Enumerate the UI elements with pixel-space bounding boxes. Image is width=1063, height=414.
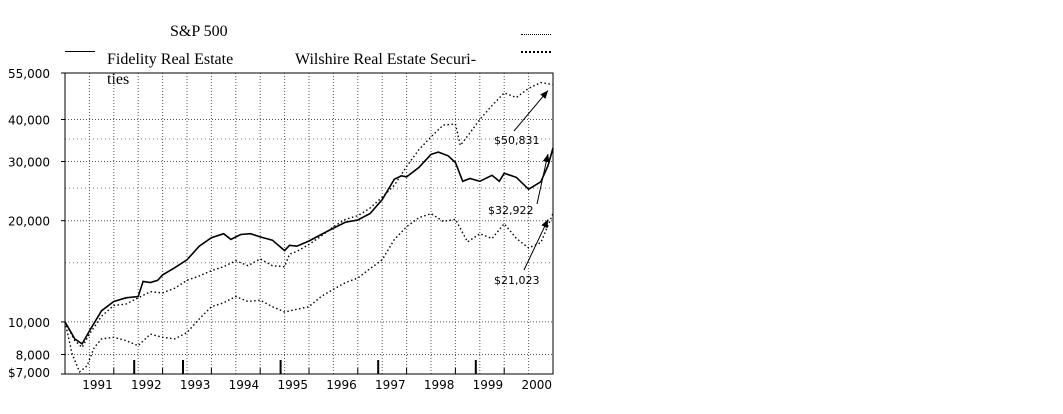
y-tick-label: $7,000 xyxy=(8,366,50,380)
annotation-arrowhead xyxy=(540,90,548,99)
x-tick-label: 1999 xyxy=(473,378,504,392)
legend-swatch-sp500 xyxy=(521,34,551,35)
annotation-arrowhead xyxy=(541,219,548,229)
x-tick-label: 1994 xyxy=(229,378,260,392)
annotation-arrow xyxy=(523,219,549,271)
x-tick-label: 2000 xyxy=(521,378,552,392)
series-line-fidelity xyxy=(64,147,554,346)
x-tick-label: 1993 xyxy=(180,378,211,392)
legend-swatch-wilshire xyxy=(521,51,551,53)
annotation-arrowhead xyxy=(542,153,550,163)
legend-label-fidelity: Fidelity Real Estate xyxy=(107,51,234,68)
x-tick-label: 1998 xyxy=(424,378,455,392)
annotation-label: $50,831 xyxy=(494,134,540,147)
y-tick-label: 8,000 xyxy=(16,349,50,363)
y-tick-label: 20,000 xyxy=(8,215,50,229)
annotation-label: $32,922 xyxy=(488,204,534,217)
legend-label-wilshire: Wilshire Real Estate Securi- xyxy=(295,51,477,68)
series-lines xyxy=(64,81,554,374)
y-tick-label: 10,000 xyxy=(8,316,50,330)
annotation-arrow xyxy=(536,153,549,205)
grid xyxy=(65,72,553,374)
annotations: $50,831 $32,922 $21,023 xyxy=(488,90,550,287)
annotation-arrow xyxy=(513,90,549,132)
legend-swatch-fidelity xyxy=(65,51,95,52)
x-tick-label: 1997 xyxy=(375,378,406,392)
x-tick-label: 1992 xyxy=(131,378,162,392)
x-tick-label: 1995 xyxy=(277,378,308,392)
legend-label-wilshire-cont: ties xyxy=(107,71,130,88)
x-tick-label: 1991 xyxy=(82,378,113,392)
y-tick-label: 40,000 xyxy=(8,113,50,127)
legend-label-sp500: S&P 500 xyxy=(170,23,228,40)
x-tick-label: 1996 xyxy=(326,378,357,392)
y-tick-label: 30,000 xyxy=(8,156,50,170)
annotation-label: $21,023 xyxy=(494,274,540,287)
series-line-wilshire xyxy=(64,81,554,349)
axes: 55,000 40,000 30,000 20,000 10,000 8,000 $7,00… xyxy=(8,67,554,392)
y-tick-label: 55,000 xyxy=(8,67,50,81)
